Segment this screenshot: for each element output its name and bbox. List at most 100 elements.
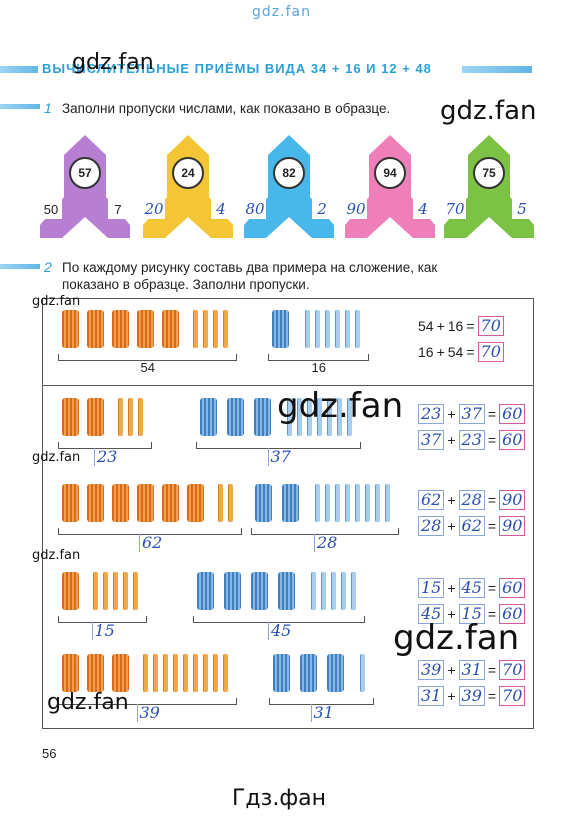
right-group-count[interactable]: 31 [310,704,336,722]
rocket-units[interactable]: 2 [312,199,332,219]
ten-bundle-orange [62,484,79,522]
equation: 62 +28 = 90 [418,490,526,510]
equals-sign: = [487,432,497,448]
ten-bundle-blue [255,484,272,522]
rocket-units[interactable]: 4 [413,199,433,219]
sum-answer[interactable]: 90 [499,490,526,510]
ten-bundle-orange [87,654,104,692]
ten-bundle-blue [197,572,214,610]
right-group-count[interactable]: 28 [314,534,339,552]
addend-answer[interactable]: 39 [458,686,485,706]
right-group-brace [251,528,399,535]
right-group-brace [268,354,369,361]
unit-stick-orange [93,572,98,610]
equation: 16 +54 = 70 [418,342,504,362]
left-group-brace [58,616,147,623]
rocket: 82 80 2 [244,135,334,238]
equation: 23 +37 = 60 [418,404,526,424]
unit-stick-orange [143,654,148,692]
unit-stick-orange [133,572,138,610]
equals-sign: = [466,344,475,360]
addend-answer[interactable]: 62 [458,516,485,536]
addend-answer[interactable]: 37 [418,430,445,450]
addend-answer[interactable]: 23 [458,430,485,450]
watermark: gdz.fan [440,96,537,126]
unit-stick-orange [118,398,123,436]
sum-answer[interactable]: 60 [499,404,526,424]
unit-stick-blue [335,484,340,522]
task2-stripe [0,264,40,269]
ten-bundle-orange [112,484,129,522]
addend-answer[interactable]: 15 [418,578,445,598]
sum-answer[interactable]: 70 [499,686,526,706]
ten-bundle-orange [87,398,104,436]
right-group-count[interactable]: 45 [268,622,293,640]
equals-sign: = [487,406,497,422]
unit-stick-blue [365,484,370,522]
unit-stick-blue [287,398,292,436]
unit-stick-orange [123,572,128,610]
addend-answer[interactable]: 15 [458,604,485,624]
watermark: gdz.fan [32,450,81,465]
rocket-units[interactable]: 5 [512,199,532,219]
addend-answer[interactable]: 28 [418,516,445,536]
left-group-count[interactable]: 62 [139,534,164,552]
plus-sign: + [447,432,456,448]
addend-answer[interactable]: 28 [458,490,485,510]
addend-answer[interactable]: 45 [458,578,485,598]
ten-bundle-blue [200,398,217,436]
rocket-tens[interactable]: 20 [143,199,165,219]
sum-answer[interactable]: 70 [499,660,526,680]
unit-stick-orange [193,310,198,348]
ten-bundle-orange [112,654,129,692]
unit-stick-orange [223,310,228,348]
plus-sign: + [447,580,456,596]
addend-answer[interactable]: 23 [418,404,445,424]
watermark-top: gdz.fan [252,4,311,20]
sum-answer[interactable]: 60 [499,604,526,624]
ten-bundle-orange [62,572,79,610]
left-group-count[interactable]: 39 [136,704,162,722]
addend-answer[interactable]: 45 [418,604,445,624]
plus-sign: + [447,688,456,704]
rocket-units: 7 [108,199,128,219]
equation: 31 +39 = 70 [418,686,526,706]
ten-bundle-blue [282,484,299,522]
left-group-brace [58,442,152,449]
left-group-count[interactable]: 15 [91,622,117,640]
sum-answer[interactable]: 60 [499,430,526,450]
addend-answer[interactable]: 62 [418,490,445,510]
addend-answer[interactable]: 37 [458,404,485,424]
ten-bundle-orange [162,310,179,348]
ten-bundle-blue [300,654,317,692]
unit-stick-blue [297,398,302,436]
rocket-tens[interactable]: 70 [444,199,466,219]
rocket-units[interactable]: 4 [211,199,231,219]
ten-bundle-orange [62,398,79,436]
equation: 39 +31 = 70 [418,660,526,680]
sum-answer[interactable]: 90 [499,516,526,536]
sum-answer[interactable]: 70 [477,342,504,362]
rocket-tens: 50 [40,199,62,219]
plus-sign: + [447,518,456,534]
ten-bundle-blue [272,310,289,348]
right-group-brace [193,616,365,623]
unit-stick-blue [345,310,350,348]
equals-sign: = [487,492,497,508]
plus-sign: + [436,344,445,360]
rocket-sum: 94 [374,157,406,189]
ten-bundle-blue [227,398,244,436]
addend-answer[interactable]: 39 [418,660,445,680]
rocket-tens[interactable]: 90 [345,199,367,219]
rocket: 75 70 5 [444,135,534,238]
addend-answer[interactable]: 31 [458,660,485,680]
addend-answer[interactable]: 31 [418,686,445,706]
sum-answer[interactable]: 60 [499,578,526,598]
left-group-count[interactable]: 23 [94,448,119,466]
unit-stick-blue [315,484,320,522]
plus-sign: + [436,318,445,334]
sum-answer[interactable]: 70 [477,316,504,336]
rocket-tens[interactable]: 80 [244,199,266,219]
unit-stick-orange [103,572,108,610]
right-group-count[interactable]: 37 [267,448,293,466]
